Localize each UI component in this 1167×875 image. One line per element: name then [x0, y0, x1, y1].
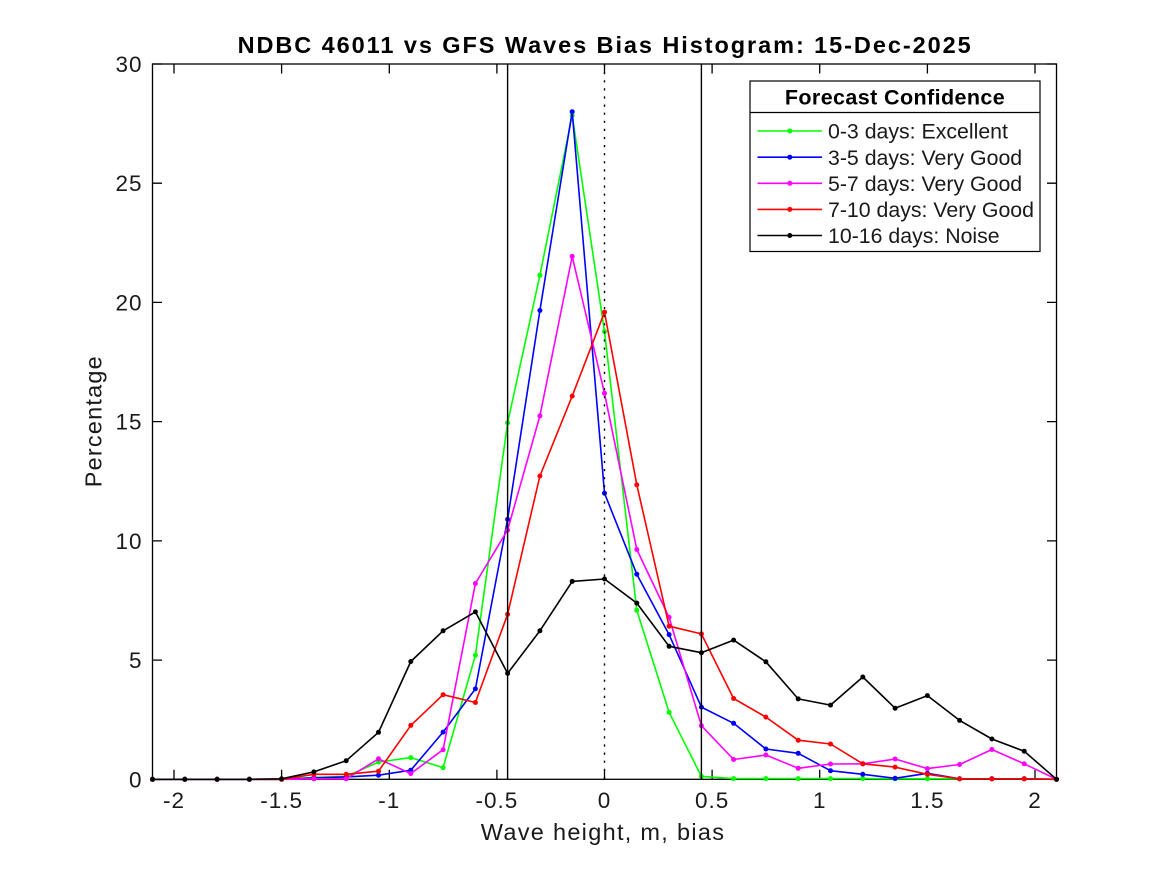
svg-text:10: 10: [115, 529, 142, 554]
svg-text:-2: -2: [163, 788, 185, 813]
svg-text:5-7 days: Very Good: 5-7 days: Very Good: [828, 172, 1022, 196]
svg-text:2: 2: [1028, 788, 1042, 813]
svg-text:15: 15: [115, 410, 142, 435]
svg-text:0.5: 0.5: [695, 788, 729, 813]
svg-text:30: 30: [115, 52, 142, 77]
svg-text:1.5: 1.5: [910, 788, 944, 813]
svg-text:-1: -1: [378, 788, 400, 813]
svg-text:10-16 days: Noise: 10-16 days: Noise: [828, 224, 1000, 248]
svg-text:0: 0: [129, 767, 143, 792]
svg-text:3-5 days: Very Good: 3-5 days: Very Good: [828, 146, 1022, 170]
svg-text:Percentage: Percentage: [81, 355, 107, 487]
svg-text:25: 25: [115, 171, 142, 196]
svg-text:7-10 days: Very Good: 7-10 days: Very Good: [828, 198, 1034, 222]
svg-text:20: 20: [115, 290, 142, 315]
svg-text:Wave height, m, bias: Wave height, m, bias: [481, 819, 726, 845]
svg-text:1: 1: [813, 788, 827, 813]
svg-text:-0.5: -0.5: [476, 788, 519, 813]
svg-text:0: 0: [598, 788, 612, 813]
svg-text:-1.5: -1.5: [260, 788, 303, 813]
svg-text:0-3 days: Excellent: 0-3 days: Excellent: [828, 120, 1008, 144]
svg-text:5: 5: [129, 648, 143, 673]
svg-text:NDBC 46011 vs GFS Waves Bias H: NDBC 46011 vs GFS Waves Bias Histogram: …: [238, 32, 973, 58]
svg-text:Forecast Confidence: Forecast Confidence: [785, 86, 1005, 110]
